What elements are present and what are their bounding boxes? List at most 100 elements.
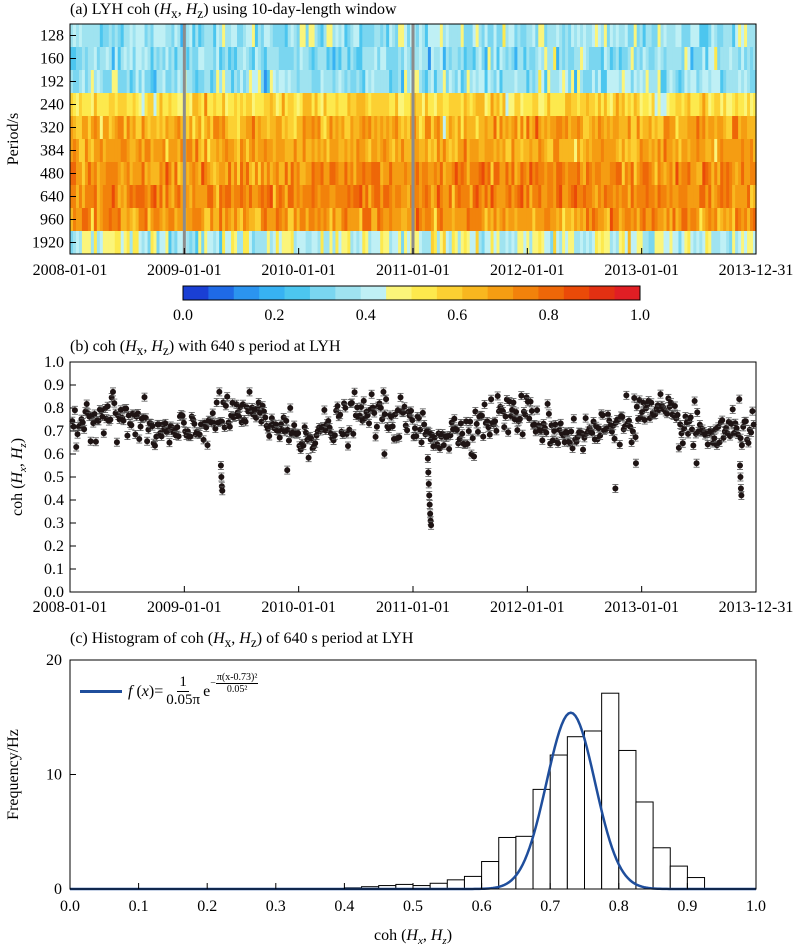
heatmap-cell — [550, 47, 554, 71]
heatmap-cell — [454, 47, 459, 71]
heatmap-cell — [472, 24, 477, 48]
y-tick-label: 0.9 — [44, 377, 64, 394]
heatmap-cell — [753, 93, 757, 117]
heatmap-cell — [287, 208, 292, 232]
heatmap-cell — [478, 24, 483, 48]
heatmap-cell — [323, 231, 328, 255]
heatmap-cell — [353, 231, 357, 255]
heatmap-cell — [466, 47, 471, 71]
heatmap-cell — [195, 24, 199, 48]
heatmap-cell — [421, 208, 426, 232]
data-point — [425, 469, 432, 476]
heatmap-cell — [585, 47, 590, 71]
heatmap-cell — [442, 24, 447, 48]
heatmap-cell — [129, 185, 134, 209]
heatmap-cell — [484, 47, 489, 71]
heatmap-cell — [126, 139, 131, 163]
heatmap-cell — [588, 231, 593, 255]
heatmap-cell — [529, 208, 533, 232]
heatmap-cell — [487, 47, 492, 71]
heatmap-cell — [750, 116, 754, 140]
heatmap-cell — [81, 70, 86, 94]
heatmap-cell — [350, 162, 354, 186]
data-point — [427, 510, 434, 517]
heatmap-cell — [380, 231, 384, 255]
heatmap-cell — [457, 139, 462, 163]
heatmap-cell — [323, 162, 328, 186]
heatmap-cell — [281, 24, 286, 48]
x-tick-label: 0.9 — [677, 898, 697, 915]
heatmap-cell — [207, 185, 211, 209]
heatmap-cell — [502, 47, 507, 71]
heatmap-cell — [663, 116, 668, 140]
heatmap-cell — [120, 139, 125, 163]
x-tick-label: 0.5 — [403, 898, 423, 915]
heatmap-cell — [344, 93, 348, 117]
heatmap-cell — [368, 93, 372, 117]
heatmap-cell — [314, 185, 319, 209]
heatmap-cell — [254, 231, 259, 255]
heatmap-cell — [335, 116, 340, 140]
heatmap-cell — [714, 185, 718, 209]
heatmap-cell — [651, 47, 656, 71]
heatmap-cell — [126, 162, 131, 186]
heatmap-cell — [565, 162, 569, 186]
heatmap-cell — [600, 116, 605, 140]
data-point — [696, 421, 703, 428]
heatmap-cell — [174, 139, 178, 163]
heatmap-cell — [117, 70, 122, 94]
heatmap-cell — [556, 116, 560, 140]
heatmap-cell — [475, 93, 480, 117]
x-tick-label: 1.0 — [746, 898, 766, 915]
data-point — [404, 427, 411, 434]
heatmap-cell — [538, 208, 542, 232]
heatmap-cell — [344, 24, 348, 48]
heatmap-cell — [231, 231, 235, 255]
heatmap-cell — [362, 208, 366, 232]
heatmap-cell — [729, 116, 733, 140]
data-point — [372, 433, 379, 440]
heatmap-cell — [439, 70, 444, 94]
heatmap-cell — [156, 162, 161, 186]
heatmap-cell — [484, 185, 489, 209]
heatmap-cell — [594, 93, 599, 117]
heatmap-cell — [621, 70, 626, 94]
heatmap-cell — [108, 116, 113, 140]
heatmap-cell — [210, 162, 214, 186]
heatmap-cell — [254, 70, 259, 94]
heatmap-cell — [439, 162, 444, 186]
heatmap-cell — [192, 24, 196, 48]
heatmap-cell — [654, 116, 659, 140]
heatmap-cell — [684, 70, 688, 94]
heatmap-cell — [219, 116, 223, 140]
heatmap-cell — [365, 185, 369, 209]
heatmap-cell — [585, 162, 590, 186]
heatmap-cell — [272, 208, 277, 232]
heatmap-cell — [454, 116, 459, 140]
heatmap-cell — [192, 231, 196, 255]
heatmap-cell — [690, 208, 694, 232]
heatmap-cell — [347, 70, 351, 94]
heatmap-cell — [75, 93, 80, 117]
heatmap-cell — [117, 47, 122, 71]
heatmap-cell — [260, 93, 265, 117]
heatmap-cell — [702, 24, 706, 48]
x-tick-label: 2010-01-01 — [261, 599, 336, 616]
heatmap-cell — [493, 185, 498, 209]
heatmap-cell — [600, 24, 605, 48]
heatmap-cell — [612, 162, 617, 186]
heatmap-cell — [490, 24, 495, 48]
heatmap-cell — [430, 24, 435, 48]
heatmap-cell — [732, 231, 736, 255]
heatmap-cell — [594, 70, 599, 94]
heatmap-cell — [407, 93, 411, 117]
heatmap-cell — [147, 24, 152, 48]
data-point — [285, 437, 292, 444]
heatmap-cell — [547, 70, 551, 94]
heatmap-cell — [389, 139, 393, 163]
heatmap-cell — [663, 139, 668, 163]
heatmap-cell — [90, 208, 95, 232]
heatmap-cell — [678, 139, 683, 163]
heatmap-cell — [201, 70, 205, 94]
heatmap-cell — [571, 208, 575, 232]
